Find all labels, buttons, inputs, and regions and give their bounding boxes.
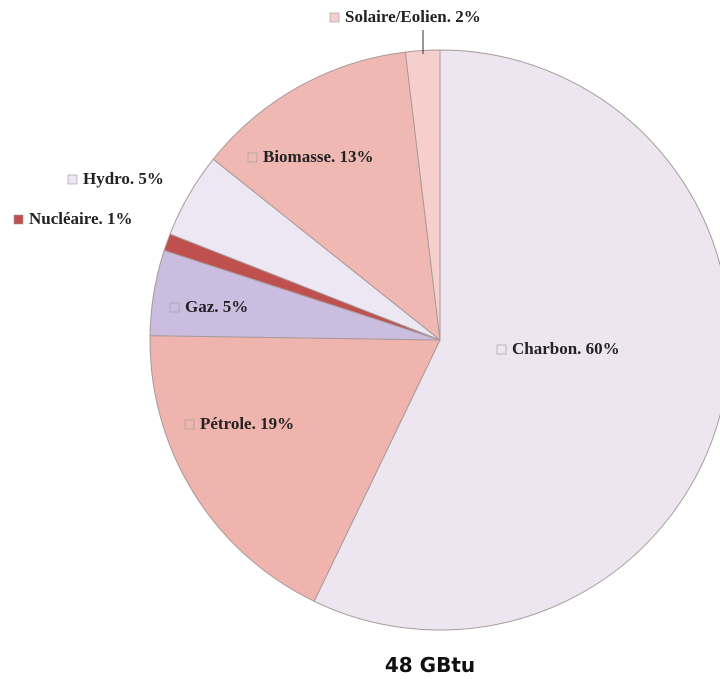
legend-marker	[169, 302, 180, 313]
data-label: Pétrole. 19%	[200, 414, 294, 433]
data-label: Solaire/Eolien. 2%	[345, 7, 481, 26]
data-label: Biomasse. 13%	[263, 147, 374, 166]
pie-slice	[313, 49, 720, 631]
pie-slice	[212, 51, 441, 342]
data-label: Nucléaire. 1%	[29, 209, 133, 228]
data-label: Charbon. 60%	[512, 339, 620, 358]
chart-title: 48 GBtu	[385, 653, 475, 677]
legend-marker	[247, 152, 258, 163]
data-label: Gaz. 5%	[185, 297, 248, 316]
pie-slice	[149, 335, 441, 602]
legend-marker	[13, 214, 24, 225]
legend-marker	[67, 174, 78, 185]
legend-marker	[329, 12, 340, 23]
legend-marker	[496, 344, 507, 355]
data-label: Hydro. 5%	[83, 169, 164, 188]
legend-marker	[184, 419, 195, 430]
